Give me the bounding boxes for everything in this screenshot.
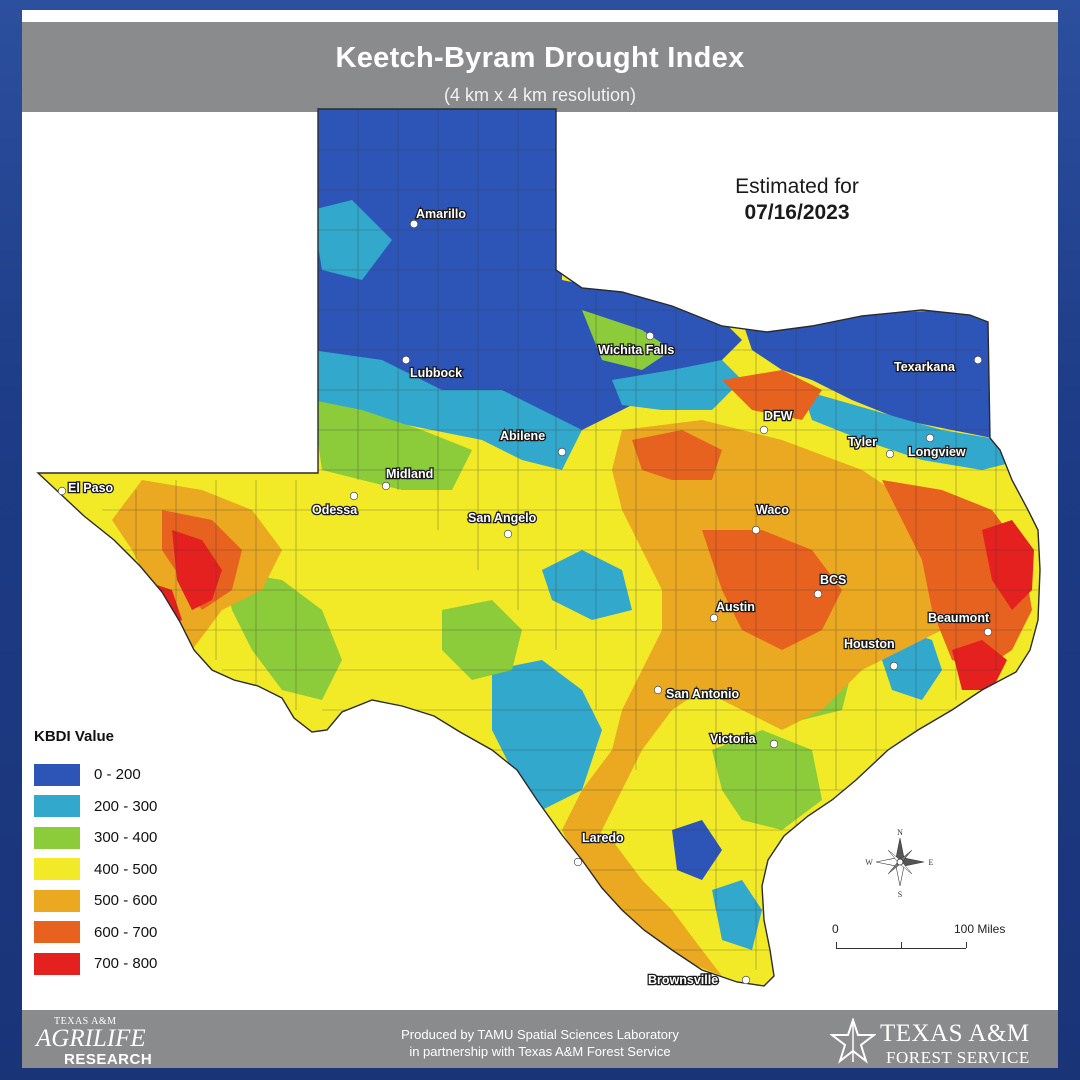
city-marker bbox=[759, 425, 769, 435]
texas-map: Amarillo Lubbock Wichita Falls Texarkana… bbox=[37, 108, 1041, 988]
credit-text: Produced by TAMU Spatial Sciences Labora… bbox=[22, 1026, 1058, 1060]
city-beaumont: Beaumont bbox=[928, 611, 990, 625]
city-texarkana: Texarkana bbox=[894, 360, 956, 374]
scale-end: 100 Miles bbox=[954, 922, 1006, 936]
city-marker bbox=[973, 355, 983, 365]
estimate-label: Estimated for bbox=[735, 175, 859, 198]
city-san-angelo: San Angelo bbox=[468, 511, 537, 525]
city-marker bbox=[409, 219, 419, 229]
credit-line-1: Produced by TAMU Spatial Sciences Labora… bbox=[401, 1027, 679, 1042]
city-midland: Midland bbox=[386, 467, 433, 481]
compass-rose-icon: N S E W bbox=[865, 828, 933, 899]
city-marker bbox=[349, 491, 359, 501]
city-abilene: Abilene bbox=[500, 429, 545, 443]
city-lubbock: Lubbock bbox=[410, 366, 462, 380]
scale-start: 0 bbox=[832, 922, 839, 936]
city-marker bbox=[645, 331, 655, 341]
scale-line bbox=[836, 948, 966, 949]
forest-service-logo-top: TEXAS A&M bbox=[880, 1020, 1030, 1047]
compass-e: E bbox=[929, 858, 934, 867]
legend-row: 400 - 500 bbox=[34, 854, 234, 886]
credit-line-2: in partnership with Texas A&M Forest Ser… bbox=[409, 1044, 671, 1059]
city-austin: Austin bbox=[716, 600, 755, 614]
compass-s: S bbox=[898, 890, 902, 899]
legend-row: 600 - 700 bbox=[34, 917, 234, 949]
agrilife-logo: TEXAS A&M AGRILIFE RESEARCH bbox=[34, 1016, 194, 1068]
forest-service-logo-bottom: FOREST SERVICE bbox=[886, 1048, 1030, 1067]
legend-swatch bbox=[34, 795, 80, 818]
city-marker bbox=[709, 613, 719, 623]
city-wichita-falls: Wichita Falls bbox=[598, 343, 674, 357]
title-bar: Keetch-Byram Drought Index (4 km x 4 km … bbox=[22, 22, 1058, 112]
legend-label: 300 - 400 bbox=[94, 829, 158, 847]
legend-row: 500 - 600 bbox=[34, 885, 234, 917]
city-houston: Houston bbox=[844, 637, 895, 651]
legend-row: 200 - 300 bbox=[34, 791, 234, 823]
city-dfw: DFW bbox=[764, 409, 793, 423]
city-marker bbox=[401, 355, 411, 365]
legend: KBDI Value 0 - 200 200 - 300 300 - 400 4… bbox=[34, 728, 234, 980]
legend-label: 600 - 700 bbox=[94, 923, 158, 941]
estimate-date: 07/16/2023 bbox=[744, 201, 850, 224]
legend-swatch bbox=[34, 889, 80, 912]
agrilife-logo-bottom: RESEARCH bbox=[64, 1051, 153, 1068]
city-labels: Amarillo Lubbock Wichita Falls Texarkana… bbox=[57, 206, 993, 988]
city-el-paso: El Paso bbox=[68, 481, 114, 495]
city-marker bbox=[769, 739, 779, 749]
footer: TEXAS A&M AGRILIFE RESEARCH Produced by … bbox=[22, 1010, 1058, 1068]
compass-n: N bbox=[897, 828, 903, 837]
legend-row: 700 - 800 bbox=[34, 948, 234, 980]
city-brownsville: Brownsville bbox=[648, 973, 718, 987]
city-marker bbox=[741, 975, 751, 985]
forest-service-logo: TEXAS A&M FOREST SERVICE bbox=[830, 1016, 1055, 1068]
city-waco: Waco bbox=[756, 503, 789, 517]
scale-tick bbox=[901, 942, 902, 948]
legend-swatch bbox=[34, 921, 80, 944]
legend-label: 0 - 200 bbox=[94, 766, 141, 784]
city-marker bbox=[983, 627, 993, 637]
city-marker bbox=[751, 525, 761, 535]
legend-title: KBDI Value bbox=[34, 728, 115, 745]
map-subtitle: (4 km x 4 km resolution) bbox=[443, 85, 637, 105]
legend-row: 300 - 400 bbox=[34, 822, 234, 854]
city-odessa: Odessa bbox=[312, 503, 358, 517]
legend-swatch bbox=[34, 952, 80, 975]
city-marker bbox=[557, 447, 567, 457]
city-marker bbox=[653, 685, 663, 695]
city-marker bbox=[885, 449, 895, 459]
city-longview: Longview bbox=[908, 445, 966, 459]
scale-tick bbox=[966, 942, 967, 948]
scale-bar: 0 100 Miles bbox=[832, 922, 1052, 962]
estimate-block: Estimated for 07/16/2023 bbox=[682, 175, 912, 225]
legend-label: 400 - 500 bbox=[94, 860, 158, 878]
city-marker bbox=[503, 529, 513, 539]
city-marker bbox=[925, 433, 935, 443]
city-bcs: BCS bbox=[820, 573, 846, 587]
city-marker bbox=[889, 661, 899, 671]
city-victoria: Victoria bbox=[710, 732, 757, 746]
city-marker bbox=[57, 486, 67, 496]
map-title: Keetch-Byram Drought Index bbox=[335, 42, 745, 74]
agrilife-logo-mid: AGRILIFE bbox=[36, 1025, 146, 1052]
city-marker bbox=[381, 481, 391, 491]
legend-swatch bbox=[34, 858, 80, 881]
legend-label: 700 - 800 bbox=[94, 955, 158, 973]
legend-label: 200 - 300 bbox=[94, 797, 158, 815]
city-san-antonio: San Antonio bbox=[666, 687, 740, 701]
legend-swatch bbox=[34, 826, 80, 849]
city-tyler: Tyler bbox=[848, 435, 877, 449]
agrilife-logo-top: TEXAS A&M bbox=[54, 1016, 117, 1027]
legend-swatch bbox=[34, 763, 80, 786]
map-panel: Keetch-Byram Drought Index (4 km x 4 km … bbox=[22, 10, 1058, 1068]
city-amarillo: Amarillo bbox=[416, 207, 466, 221]
scale-tick bbox=[836, 942, 837, 948]
city-marker bbox=[573, 857, 583, 867]
star-icon bbox=[830, 1018, 876, 1064]
city-laredo: Laredo bbox=[582, 831, 624, 845]
compass-w: W bbox=[865, 858, 873, 867]
city-marker bbox=[813, 589, 823, 599]
legend-label: 500 - 600 bbox=[94, 892, 158, 910]
legend-row: 0 - 200 bbox=[34, 759, 234, 791]
